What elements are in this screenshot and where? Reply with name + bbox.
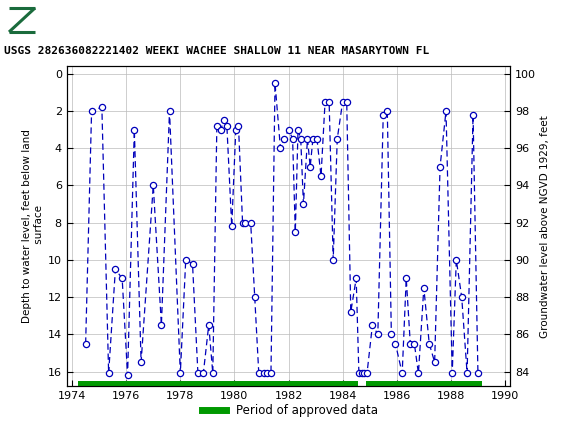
Point	[238, 219, 247, 226]
Point	[246, 219, 255, 226]
Point	[409, 340, 419, 347]
Point	[338, 98, 347, 105]
Point	[419, 284, 429, 291]
Point	[193, 370, 202, 377]
Point	[181, 256, 190, 263]
Point	[81, 340, 90, 347]
Point	[188, 260, 197, 267]
Point	[280, 135, 289, 142]
Point	[254, 370, 263, 377]
Point	[130, 126, 139, 133]
Point	[270, 80, 280, 86]
Text: USGS: USGS	[43, 10, 111, 30]
Point	[457, 294, 466, 301]
Point	[373, 331, 382, 338]
Point	[148, 182, 158, 189]
Point	[204, 322, 213, 329]
Point	[97, 104, 107, 111]
Point	[332, 135, 342, 142]
Point	[104, 370, 113, 377]
Point	[216, 126, 226, 133]
Point	[351, 275, 361, 282]
Point	[452, 256, 461, 263]
Point	[219, 117, 229, 124]
Point	[354, 370, 364, 377]
Point	[441, 108, 451, 114]
Point	[118, 275, 127, 282]
Text: USGS 282636082221402 WEEKI WACHEE SHALLOW 11 NEAR MASARYTOWN FL: USGS 282636082221402 WEEKI WACHEE SHALLO…	[4, 46, 429, 56]
Point	[208, 370, 218, 377]
Point	[262, 370, 271, 377]
Point	[405, 340, 415, 347]
Point	[462, 370, 472, 377]
Point	[212, 123, 222, 129]
Point	[360, 370, 369, 377]
Point	[87, 108, 96, 114]
Point	[379, 111, 388, 118]
Point	[308, 135, 317, 142]
Point	[357, 370, 366, 377]
Point	[241, 219, 250, 226]
Point	[250, 294, 259, 301]
Y-axis label: Depth to water level, feet below land
 surface: Depth to water level, feet below land su…	[22, 129, 44, 323]
Y-axis label: Groundwater level above NGVD 1929, feet: Groundwater level above NGVD 1929, feet	[541, 115, 550, 338]
Point	[284, 126, 293, 133]
Point	[328, 256, 338, 263]
Point	[312, 135, 321, 142]
Point	[473, 370, 483, 377]
Point	[436, 163, 445, 170]
Point	[316, 173, 325, 180]
Point	[346, 308, 356, 315]
Legend: Period of approved data: Period of approved data	[198, 399, 382, 421]
Point	[111, 266, 120, 273]
Point	[266, 370, 276, 377]
Point	[401, 275, 411, 282]
Point	[234, 123, 243, 129]
Point	[291, 228, 300, 235]
Point	[293, 126, 303, 133]
Point	[231, 126, 241, 133]
Point	[299, 200, 308, 207]
Point	[469, 111, 478, 118]
Point	[448, 370, 457, 377]
Point	[324, 98, 334, 105]
Bar	[6, 4, 38, 36]
Point	[296, 135, 305, 142]
Point	[397, 370, 407, 377]
Point	[306, 163, 315, 170]
Point	[362, 370, 372, 377]
Point	[136, 359, 146, 366]
Bar	[365, 381, 482, 388]
Point	[157, 322, 166, 329]
Point	[391, 340, 400, 347]
Point	[430, 359, 439, 366]
Point	[425, 340, 434, 347]
Point	[342, 98, 351, 105]
Point	[288, 135, 297, 142]
Point	[199, 370, 208, 377]
Bar	[78, 381, 357, 388]
Point	[222, 123, 231, 129]
Point	[276, 145, 285, 152]
Point	[387, 331, 396, 338]
Point	[368, 322, 377, 329]
Point	[320, 98, 329, 105]
Point	[123, 372, 132, 379]
Point	[227, 223, 237, 230]
Point	[414, 370, 423, 377]
Point	[165, 108, 174, 114]
Point	[260, 370, 269, 377]
Point	[383, 108, 392, 114]
Point	[176, 370, 185, 377]
Point	[303, 135, 312, 142]
